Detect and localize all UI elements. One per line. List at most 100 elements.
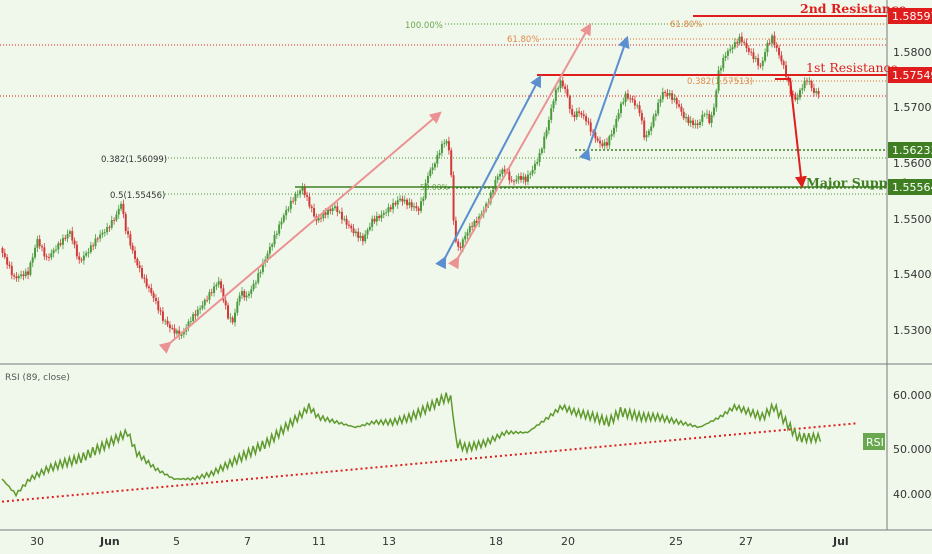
rsi-tick: 50.0000	[893, 443, 932, 456]
candle	[457, 241, 460, 247]
fib-0382-left-label: 0.382(1.56099)	[101, 155, 167, 165]
candle	[796, 97, 799, 100]
candle	[361, 235, 364, 242]
time-tick: 30	[30, 535, 44, 548]
candle	[675, 98, 678, 105]
candle	[694, 123, 697, 126]
candle	[536, 161, 539, 164]
candle	[619, 103, 622, 114]
candle	[792, 94, 794, 96]
candle	[578, 111, 581, 113]
major-support-label: Major Support	[806, 175, 908, 190]
candle	[652, 116, 655, 127]
candle	[310, 206, 313, 209]
candle	[406, 199, 409, 206]
candle	[3, 253, 6, 258]
candle	[231, 317, 234, 323]
time-tick: 18	[489, 535, 503, 548]
fib-05-left-label: 0.5(1.55456)	[110, 191, 165, 201]
candle	[245, 295, 248, 298]
candle	[29, 262, 32, 275]
candle	[24, 271, 27, 277]
candle	[54, 249, 57, 251]
major-support-tag-text: 1.55564	[892, 181, 932, 194]
candle	[552, 101, 555, 109]
candle	[673, 98, 676, 100]
candle	[599, 140, 602, 144]
candle	[275, 233, 278, 235]
second-resistance-label: 2nd Resistance	[800, 1, 907, 16]
candle	[768, 43, 771, 44]
candle	[710, 115, 713, 123]
candle	[157, 300, 160, 311]
candle	[568, 96, 571, 109]
candle	[729, 49, 732, 51]
candle	[168, 324, 171, 329]
candle	[192, 314, 195, 322]
candle	[736, 42, 739, 44]
candle	[201, 305, 204, 309]
candle	[699, 121, 701, 125]
candle	[208, 292, 211, 300]
candle	[89, 245, 92, 253]
candle	[80, 259, 83, 261]
candle	[617, 113, 620, 119]
candle	[115, 214, 118, 221]
candle	[124, 214, 127, 232]
candle	[213, 286, 216, 293]
candle	[740, 36, 743, 42]
candle	[392, 202, 395, 210]
candle	[643, 120, 646, 138]
candle	[526, 174, 529, 182]
candle	[540, 148, 543, 154]
candle	[110, 220, 113, 228]
candle	[440, 143, 443, 154]
candle	[657, 102, 660, 114]
candle	[71, 231, 74, 241]
candle	[171, 328, 174, 329]
candle	[447, 141, 450, 151]
candle	[612, 127, 615, 135]
candle	[466, 232, 469, 236]
candle	[48, 257, 50, 258]
candle	[1, 248, 4, 254]
candle	[410, 202, 413, 208]
candle	[638, 105, 641, 113]
candle	[131, 245, 134, 251]
candle	[252, 283, 255, 290]
candle	[687, 117, 690, 124]
candle	[471, 226, 474, 228]
candle	[582, 114, 585, 117]
candle	[196, 309, 199, 316]
candle	[722, 58, 725, 69]
candle	[426, 175, 429, 184]
price-tick: 1.57000	[893, 101, 932, 114]
candle	[338, 211, 341, 213]
candle	[371, 218, 374, 227]
candle	[166, 320, 169, 325]
candle	[554, 89, 557, 102]
time-tick: Jun	[99, 535, 120, 548]
price-tick: 1.56000	[893, 157, 932, 170]
time-tick: 11	[312, 535, 326, 548]
candle	[378, 215, 381, 219]
pink-arrow-2	[448, 22, 592, 270]
candle	[331, 208, 334, 211]
candle	[601, 143, 604, 146]
candle	[550, 108, 553, 120]
candle	[726, 50, 729, 56]
candle	[780, 55, 783, 62]
candle	[724, 55, 727, 59]
candle	[27, 271, 30, 275]
candle	[159, 310, 162, 312]
candle	[382, 212, 385, 215]
candle	[280, 221, 283, 225]
candle	[817, 91, 820, 95]
candle	[443, 143, 446, 145]
candle	[64, 237, 67, 239]
candle	[647, 130, 650, 136]
candle	[701, 114, 704, 122]
candle	[43, 247, 46, 257]
candle	[206, 299, 209, 301]
candle	[78, 256, 81, 260]
